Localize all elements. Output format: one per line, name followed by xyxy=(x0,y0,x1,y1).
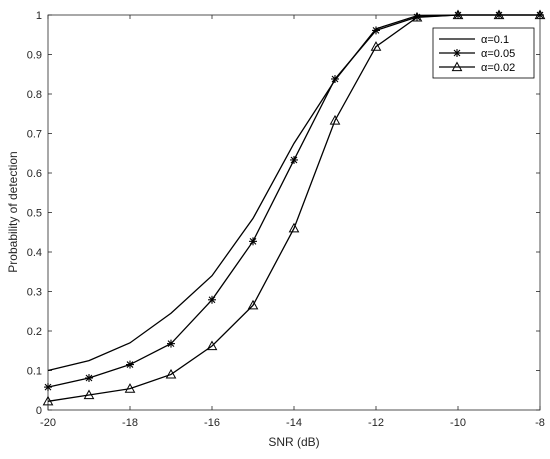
triangle-marker xyxy=(411,11,423,22)
star-marker xyxy=(372,26,380,35)
y-tick-label: 1 xyxy=(36,10,42,22)
triangle-marker xyxy=(206,340,218,351)
x-tick-label: -14 xyxy=(286,417,302,429)
star-marker xyxy=(85,374,93,383)
legend: α=0.1 α=0.05 α=0.02 xyxy=(432,27,535,79)
y-tick-label: 0 xyxy=(36,405,42,417)
star-marker xyxy=(249,237,257,246)
triangle-marker xyxy=(83,389,95,400)
legend-item: α=0.1 xyxy=(439,34,509,46)
star-marker xyxy=(453,49,461,57)
axis-ticks: -20 -18 -16 -14 -12 -10 -8 0 0.1 0.2 0.3 0.4 0.5 0.6 0… xyxy=(27,10,545,429)
triangle-marker xyxy=(534,9,546,20)
x-tick-label: -8 xyxy=(535,417,545,429)
triangle-marker xyxy=(329,114,341,125)
plot-area xyxy=(47,14,541,411)
x-tick-label: -20 xyxy=(40,417,56,429)
y-axis-label: Probability of detection xyxy=(6,151,20,272)
star-marker xyxy=(331,74,339,83)
x-tick-label: -16 xyxy=(204,417,220,429)
triangle-marker xyxy=(288,222,300,233)
y-tick-label: 0.6 xyxy=(27,168,42,180)
y-tick-label: 0.8 xyxy=(27,89,42,101)
series-layer xyxy=(42,9,546,406)
triangle-marker xyxy=(370,41,382,51)
y-tick-label: 0.7 xyxy=(27,129,42,141)
y-tick-label: 0.3 xyxy=(27,287,42,299)
star-marker xyxy=(208,295,216,304)
triangle-marker xyxy=(452,9,464,20)
triangle-marker xyxy=(42,395,54,406)
y-tick-label: 0.1 xyxy=(27,366,42,378)
legend-label: α=0.05 xyxy=(481,48,515,60)
x-axis-label: SNR (dB) xyxy=(268,435,319,449)
triangle-marker xyxy=(124,383,136,393)
legend-item: α=0.02 xyxy=(439,61,515,74)
y-tick-label: 0.9 xyxy=(27,50,42,62)
star-marker xyxy=(126,360,134,369)
triangle-marker xyxy=(247,299,259,310)
series-3 xyxy=(42,9,546,406)
triangle-marker xyxy=(451,61,463,72)
legend-label: α=0.1 xyxy=(481,34,509,46)
legend-item: α=0.05 xyxy=(439,48,515,60)
star-marker xyxy=(290,155,298,164)
y-tick-label: 0.5 xyxy=(27,208,42,220)
legend-label: α=0.02 xyxy=(481,62,515,74)
x-tick-label: -12 xyxy=(368,417,384,429)
y-tick-label: 0.4 xyxy=(27,247,42,259)
series-line xyxy=(47,14,540,402)
triangle-marker xyxy=(165,368,177,379)
x-tick-label: -10 xyxy=(450,417,466,429)
star-marker xyxy=(167,339,175,348)
triangle-marker xyxy=(493,9,505,20)
y-tick-label: 0.2 xyxy=(27,326,42,338)
star-marker xyxy=(44,383,52,392)
x-tick-label: -18 xyxy=(122,417,138,429)
